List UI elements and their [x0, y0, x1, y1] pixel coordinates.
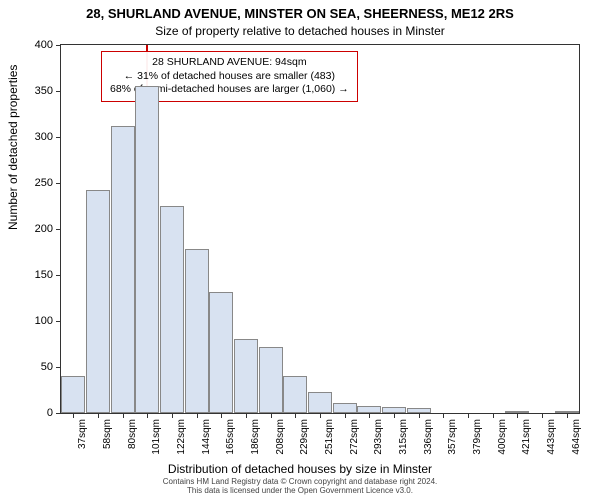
- bar: [234, 339, 258, 413]
- bar: [111, 126, 135, 413]
- bar: [86, 190, 110, 413]
- x-axis-label: Distribution of detached houses by size …: [0, 462, 600, 476]
- chart-title: 28, SHURLAND AVENUE, MINSTER ON SEA, SHE…: [0, 6, 600, 21]
- x-tick: 293sqm: [373, 419, 384, 455]
- x-tick: 229sqm: [299, 419, 310, 455]
- x-tick: 186sqm: [250, 419, 261, 455]
- y-tick: 200: [35, 223, 61, 235]
- bar: [259, 347, 283, 413]
- y-tick: 250: [35, 177, 61, 189]
- bar: [357, 406, 381, 413]
- x-tick: 208sqm: [275, 419, 286, 455]
- x-tick: 357sqm: [447, 419, 458, 455]
- bar: [209, 292, 233, 413]
- footer-line2: This data is licensed under the Open Gov…: [0, 487, 600, 496]
- x-tick: 165sqm: [225, 419, 236, 455]
- x-tick: 336sqm: [423, 419, 434, 455]
- x-tick: 379sqm: [472, 419, 483, 455]
- bar: [61, 376, 85, 413]
- x-tick: 251sqm: [324, 419, 335, 455]
- y-tick: 50: [41, 361, 61, 373]
- chart-subtitle: Size of property relative to detached ho…: [0, 24, 600, 38]
- x-tick: 464sqm: [571, 419, 582, 455]
- bar: [333, 403, 357, 413]
- x-tick: 272sqm: [349, 419, 360, 455]
- chart-container: 28, SHURLAND AVENUE, MINSTER ON SEA, SHE…: [0, 0, 600, 500]
- x-tick: 144sqm: [201, 419, 212, 455]
- plot-area: 28 SHURLAND AVENUE: 94sqm ← 31% of detac…: [60, 44, 580, 414]
- y-tick: 100: [35, 315, 61, 327]
- annotation-line1: 28 SHURLAND AVENUE: 94sqm: [110, 56, 349, 70]
- y-tick: 350: [35, 85, 61, 97]
- x-tick: 443sqm: [546, 419, 557, 455]
- bar: [283, 376, 307, 413]
- bar: [308, 392, 332, 413]
- y-tick: 0: [47, 407, 61, 419]
- y-tick: 400: [35, 39, 61, 51]
- x-tick: 315sqm: [398, 419, 409, 455]
- x-tick: 37sqm: [77, 419, 88, 449]
- bar: [160, 206, 184, 413]
- x-tick: 80sqm: [127, 419, 138, 449]
- x-tick: 58sqm: [102, 419, 113, 449]
- y-axis-label: Number of detached properties: [6, 65, 20, 230]
- y-tick: 300: [35, 131, 61, 143]
- bar: [185, 249, 209, 413]
- bar: [135, 86, 159, 413]
- x-tick: 400sqm: [497, 419, 508, 455]
- x-tick: 101sqm: [151, 419, 162, 455]
- footer-text: Contains HM Land Registry data © Crown c…: [0, 478, 600, 496]
- annotation-line2: ← 31% of detached houses are smaller (48…: [110, 70, 349, 84]
- x-tick: 421sqm: [521, 419, 532, 455]
- x-tick: 122sqm: [176, 419, 187, 455]
- y-tick: 150: [35, 269, 61, 281]
